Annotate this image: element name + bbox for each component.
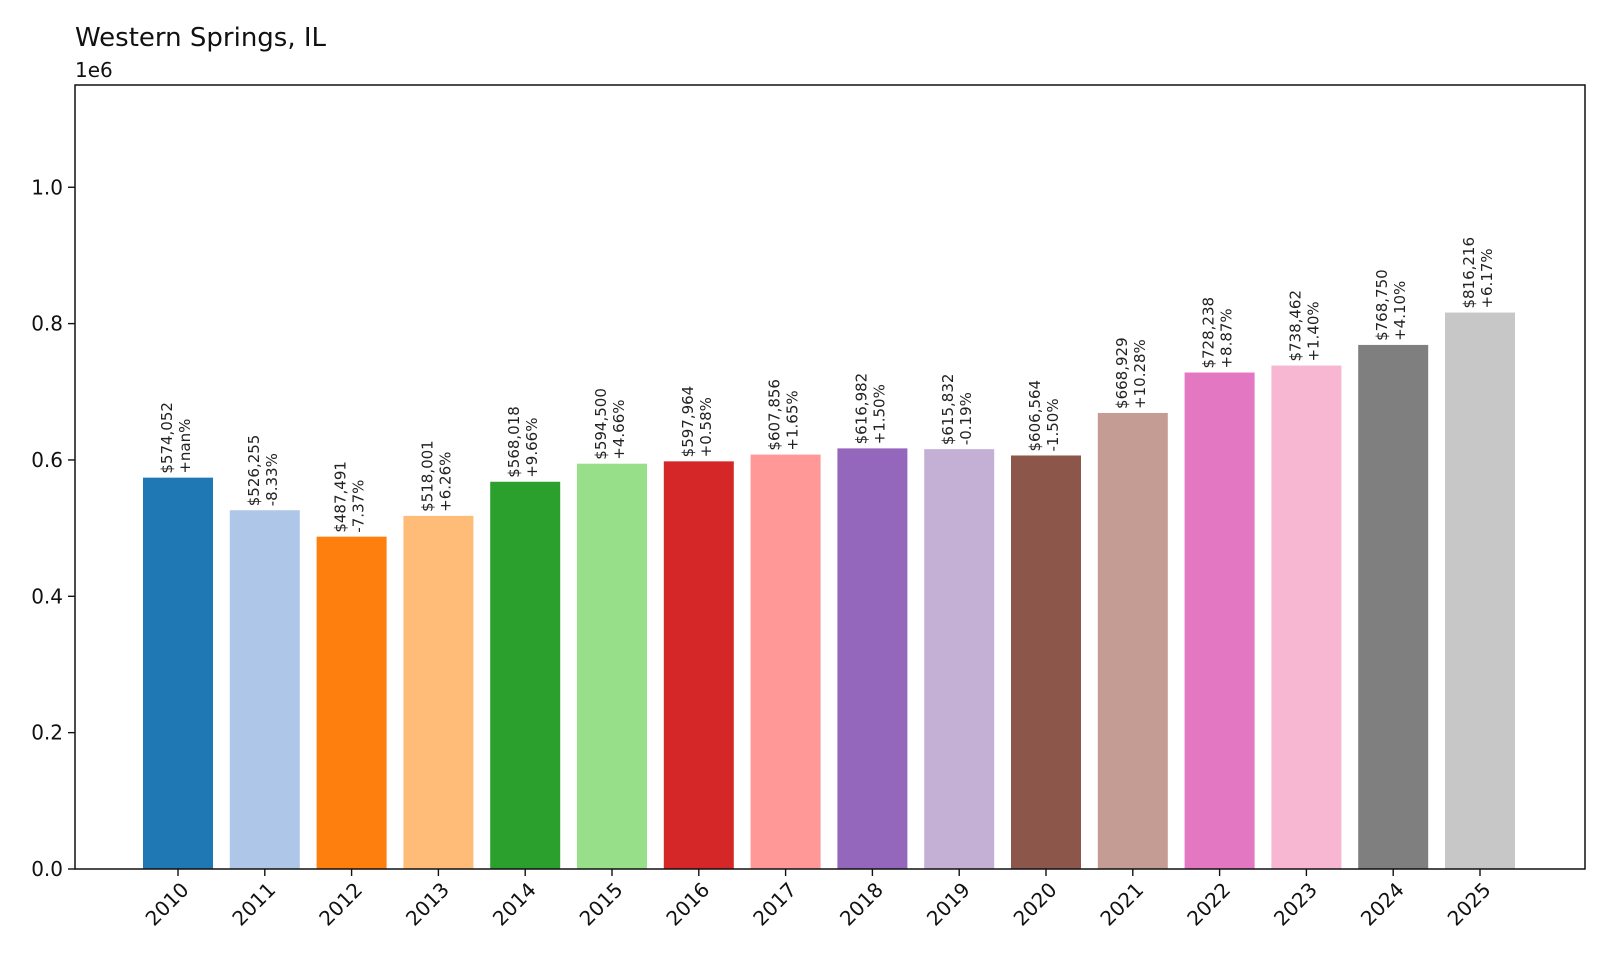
bar-value-label: $615,832 (939, 374, 957, 446)
bar-2011 (229, 510, 300, 869)
bar-value-label: $616,982 (852, 373, 870, 445)
bar-value-label: $728,238 (1200, 297, 1218, 369)
bar-change-label: +1.50% (870, 384, 888, 444)
bar-2017 (750, 454, 821, 869)
bar-2014 (490, 481, 561, 869)
bar-value-label: $668,929 (1113, 337, 1131, 409)
bar-change-label: -7.37% (350, 480, 368, 533)
bar-labels-group: $574,052 +nan% $526,255 -8.33% $487,491 -7.37… (158, 237, 1496, 533)
y-axis-offset-label: 1e6 (75, 58, 113, 82)
bar-value-label: $597,964 (679, 386, 697, 458)
bar-value-label: $568,018 (505, 406, 523, 478)
bar-2018 (837, 448, 908, 869)
x-tick-label: 2019 (922, 878, 975, 931)
bar-2016 (663, 461, 734, 869)
bar-change-label: +nan% (176, 419, 194, 474)
y-axis: 0.0 0.2 0.4 0.6 0.8 1.0 (31, 175, 75, 881)
x-tick-label: 2012 (314, 878, 367, 931)
x-tick-label: 2021 (1095, 878, 1148, 931)
bar-value-label: $526,255 (245, 435, 263, 507)
bar-change-label: -0.19% (957, 392, 975, 445)
bar-change-label: +10.28% (1131, 339, 1149, 409)
x-tick-label: 2016 (661, 878, 714, 931)
bar-value-label: $606,564 (1026, 380, 1044, 452)
x-tick-label: 2018 (835, 878, 888, 931)
bar-change-label: +8.87% (1218, 308, 1236, 368)
bar-change-label: +4.10% (1391, 281, 1409, 341)
bar-change-label: -1.50% (1044, 398, 1062, 451)
bar-2025 (1445, 312, 1515, 870)
bar-value-label: $594,500 (592, 388, 610, 460)
bar-change-label: +9.66% (523, 418, 541, 478)
bar-value-label: $574,052 (158, 402, 176, 474)
bar-2012 (316, 536, 387, 869)
bar-value-label: $768,750 (1373, 269, 1391, 341)
x-tick-label: 2011 (227, 878, 280, 931)
bar-change-label: +6.17% (1478, 248, 1496, 308)
x-tick-label: 2024 (1356, 878, 1409, 931)
bar-value-label: $816,216 (1460, 237, 1478, 309)
bar-2015 (577, 463, 647, 869)
bar-change-label: +1.65% (784, 390, 802, 450)
bar-2022 (1184, 372, 1255, 869)
bar-2024 (1358, 344, 1429, 869)
bar-2021 (1097, 412, 1168, 869)
x-tick-label: 2023 (1269, 878, 1322, 931)
x-tick-label: 2013 (401, 878, 454, 931)
bar-value-label: $738,462 (1286, 290, 1304, 362)
x-tick-label: 2025 (1443, 878, 1496, 931)
x-tick-label: 2022 (1182, 878, 1235, 931)
y-tick-label: 0.0 (31, 857, 63, 881)
x-tick-label: 2010 (141, 878, 194, 931)
y-tick-label: 0.4 (31, 584, 63, 608)
bar-2019 (924, 449, 995, 869)
bar-2023 (1271, 365, 1342, 869)
y-tick-label: 0.6 (31, 448, 63, 472)
x-tick-label: 2015 (575, 878, 628, 931)
bar-2013 (403, 515, 474, 869)
bar-change-label: +4.66% (610, 399, 628, 459)
bar-value-label: $487,491 (332, 461, 350, 533)
bar-value-label: $607,856 (766, 379, 784, 451)
bar-2020 (1011, 455, 1081, 869)
x-axis: 2010 2011 2012 2013 2014 2015 2016 2017 2018 2019… (141, 869, 1496, 931)
bar-value-label: $518,001 (418, 440, 436, 512)
bar-change-label: +0.58% (697, 397, 715, 457)
y-tick-label: 1.0 (31, 175, 63, 199)
bar-change-label: +1.40% (1304, 301, 1322, 361)
bar-2010 (143, 477, 213, 869)
chart-title: Western Springs, IL (75, 23, 327, 53)
y-tick-label: 0.2 (31, 721, 63, 745)
plot-area-frame (74, 84, 1586, 870)
x-tick-label: 2020 (1009, 878, 1062, 931)
x-tick-label: 2014 (488, 878, 541, 931)
bar-change-label: -8.33% (263, 453, 281, 506)
y-tick-label: 0.8 (31, 312, 63, 336)
bars-group (143, 312, 1515, 870)
bar-change-label: +6.26% (436, 452, 454, 512)
x-tick-label: 2017 (748, 878, 801, 931)
